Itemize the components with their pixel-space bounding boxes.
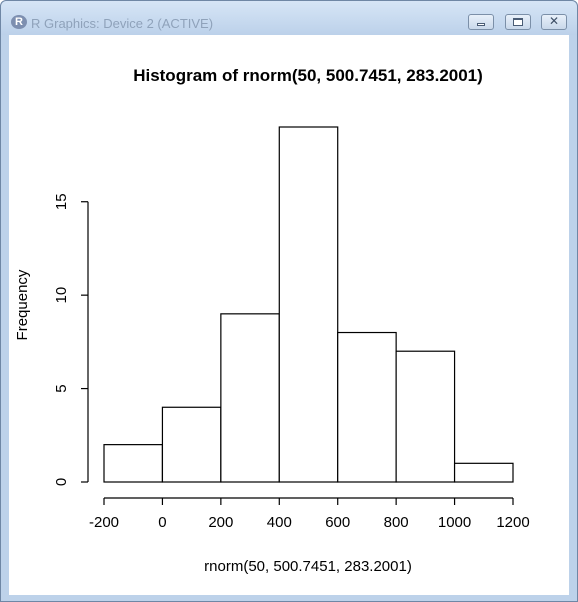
x-tick-label: 400 (267, 514, 292, 531)
histogram-bar (337, 331, 397, 483)
histogram-bar (220, 313, 280, 483)
minimize-icon (477, 23, 485, 26)
window-titlebar[interactable]: R R Graphics: Device 2 (ACTIVE) ✕ (1, 1, 577, 35)
x-tick-label: -200 (89, 514, 119, 531)
plot-canvas: Histogram of rnorm(50, 500.7451, 283.200… (9, 35, 569, 595)
histogram-bar (103, 444, 164, 483)
x-tick-label: 200 (208, 514, 233, 531)
x-axis-label: rnorm(50, 500.7451, 283.2001) (204, 558, 412, 575)
y-tick-label: 15 (53, 193, 70, 210)
x-tick-label: 0 (158, 514, 166, 531)
histogram-bar (161, 406, 222, 483)
y-axis-label: Frequency (14, 269, 31, 340)
r-logo-letter: R (15, 16, 23, 28)
x-tick-label: 800 (384, 514, 409, 531)
histogram-chart: Histogram of rnorm(50, 500.7451, 283.200… (14, 66, 530, 575)
x-axis: -200 0 200 400 600 800 1000 1200 (89, 497, 530, 531)
maximize-icon (513, 18, 523, 26)
y-axis: 0 5 10 15 (53, 193, 89, 486)
y-tick-label: 0 (53, 478, 70, 486)
histogram-bars (103, 126, 514, 483)
histogram-bar (453, 462, 514, 483)
minimize-button[interactable] (468, 14, 494, 30)
r-logo-icon[interactable]: R (11, 15, 27, 29)
maximize-button[interactable] (505, 14, 531, 30)
chart-title: Histogram of rnorm(50, 500.7451, 283.200… (133, 66, 483, 85)
y-tick-label: 10 (53, 287, 70, 304)
x-tick-label: 1000 (438, 514, 471, 531)
close-icon: ✕ (548, 14, 560, 28)
x-tick-label: 1200 (496, 514, 529, 531)
y-tick-label: 5 (53, 384, 70, 392)
histogram-bar (395, 350, 456, 483)
x-tick-label: 600 (325, 514, 350, 531)
close-button[interactable]: ✕ (541, 14, 567, 30)
histogram-bar (278, 126, 339, 483)
window-title: R Graphics: Device 2 (ACTIVE) (31, 16, 214, 31)
